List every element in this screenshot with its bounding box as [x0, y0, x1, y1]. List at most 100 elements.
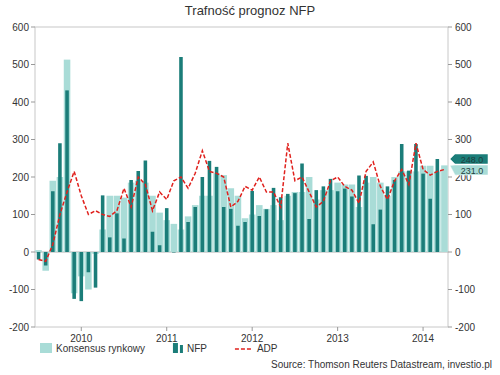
bar: [428, 199, 432, 252]
value-tag: [450, 154, 488, 164]
legend-label: ADP: [257, 343, 278, 354]
bar: [393, 180, 397, 252]
y-tick: [448, 64, 452, 65]
y-tick: [31, 139, 35, 140]
bar: [334, 183, 341, 252]
bar: [229, 209, 233, 252]
bar: [186, 222, 190, 252]
bar: [350, 197, 354, 253]
y-tick: [31, 177, 35, 178]
bar: [391, 177, 398, 252]
y-tick-label: -200: [455, 322, 475, 333]
chart: Trafność prognoz NFP-200-200-100-1000010…: [0, 0, 500, 375]
bar: [80, 252, 84, 301]
bar: [286, 194, 290, 252]
y-tick-label: 200: [12, 172, 29, 183]
bar: [50, 181, 57, 252]
bar: [357, 176, 361, 253]
bar: [293, 193, 297, 252]
y-tick-label: 500: [455, 59, 472, 70]
legend-swatch: [173, 343, 178, 353]
bar: [85, 252, 92, 290]
bar: [158, 245, 162, 252]
bar: [165, 208, 169, 252]
legend-label: NFP: [187, 343, 207, 354]
bar: [122, 239, 126, 253]
bar: [101, 195, 105, 252]
bar: [414, 144, 418, 252]
bar: [364, 176, 368, 252]
bar: [329, 179, 333, 252]
y-tick: [448, 327, 452, 328]
x-tick-label: 2014: [412, 333, 435, 344]
plot-marks: [35, 57, 447, 301]
bar: [108, 237, 112, 252]
bar: [263, 209, 270, 252]
y-tick: [31, 252, 35, 253]
y-tick-label: 300: [12, 134, 29, 145]
bar: [58, 143, 62, 252]
x-tick: [423, 327, 424, 331]
bar: [193, 207, 197, 252]
bar: [106, 196, 113, 252]
bar: [243, 222, 247, 252]
bar: [272, 188, 276, 252]
bar: [427, 166, 434, 252]
value-tag: [450, 165, 488, 175]
bar: [37, 252, 41, 260]
bar: [341, 185, 348, 253]
bar: [400, 144, 404, 252]
y-tick: [31, 64, 35, 65]
y-tick-label: 100: [12, 209, 29, 220]
bar: [208, 161, 212, 252]
bar: [343, 189, 347, 252]
plot-frame: [35, 27, 448, 327]
x-tick: [166, 327, 167, 331]
bar: [144, 161, 148, 253]
bar: [377, 183, 384, 252]
y-tick: [31, 289, 35, 290]
bar: [300, 164, 304, 253]
y-tick: [448, 252, 452, 253]
bar: [322, 186, 326, 252]
legend-swatch: [180, 345, 183, 353]
y-tick-label: -100: [9, 284, 29, 295]
bar: [172, 252, 176, 254]
x-tick: [81, 327, 82, 331]
bar: [115, 213, 119, 252]
bar: [306, 177, 313, 252]
bar: [256, 205, 263, 252]
y-tick: [31, 214, 35, 215]
y-tick: [448, 289, 452, 290]
legend-swatch: [235, 348, 253, 350]
bar: [171, 224, 178, 252]
bar: [156, 213, 163, 252]
bar: [215, 167, 219, 252]
y-tick-label: -100: [455, 284, 475, 295]
bar: [185, 216, 192, 252]
value-tag-label: 248.0: [461, 155, 484, 165]
bar: [235, 196, 242, 252]
y-tick-label: 100: [455, 209, 472, 220]
y-tick: [31, 102, 35, 103]
bar: [250, 191, 254, 252]
bar: [236, 226, 240, 252]
bar: [64, 60, 71, 252]
bar: [336, 191, 340, 252]
y-tick-label: -200: [9, 322, 29, 333]
bar: [307, 219, 311, 252]
bar: [379, 210, 383, 252]
bar: [44, 252, 48, 266]
bar: [222, 207, 226, 252]
y-tick-label: 300: [455, 134, 472, 145]
y-tick-label: 400: [12, 97, 29, 108]
bar: [179, 57, 183, 252]
y-tick-label: 400: [455, 97, 472, 108]
bar: [87, 252, 91, 272]
y-tick: [448, 27, 452, 28]
bar: [292, 192, 299, 252]
bar: [441, 165, 448, 252]
y-tick-label: 0: [455, 247, 461, 258]
legend-swatch: [40, 343, 52, 353]
bar: [370, 177, 377, 252]
